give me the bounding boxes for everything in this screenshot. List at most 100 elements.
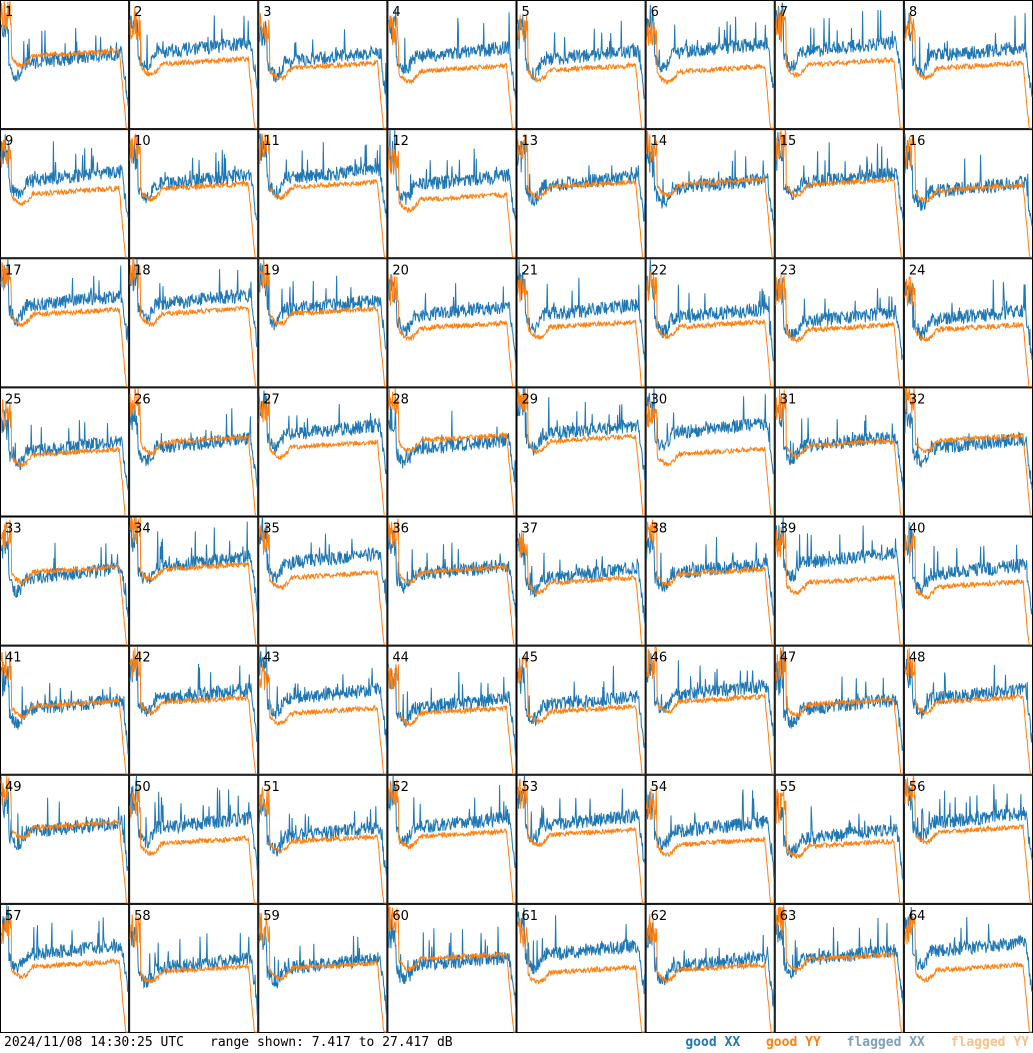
panel-label: 4: [392, 5, 400, 20]
yy-trace: [387, 904, 516, 1033]
yy-trace: [387, 779, 516, 904]
xx-trace: [904, 8, 1033, 97]
xx-trace: [258, 646, 387, 747]
panel-label: 19: [263, 263, 280, 278]
xx-trace: [388, 406, 516, 488]
panel-label: 20: [392, 263, 409, 278]
yy-trace: [775, 527, 903, 646]
panel-label: 18: [134, 263, 151, 278]
yy-trace: [775, 7, 903, 129]
panel-label: 25: [5, 392, 22, 407]
yy-trace: [0, 399, 129, 516]
panel-label: 3: [263, 5, 271, 20]
panel-label: 10: [134, 134, 151, 149]
yy-trace: [258, 912, 387, 1033]
xx-trace: [129, 775, 258, 872]
yy-trace: [775, 274, 903, 387]
panel-label: 52: [392, 780, 409, 795]
legend-flagged-xx: flagged XX: [846, 1035, 925, 1050]
panel-label: 31: [780, 392, 797, 407]
xx-trace: [517, 259, 646, 361]
panel-label: 30: [651, 392, 668, 407]
xx-trace: [387, 775, 516, 868]
yy-trace: [387, 274, 516, 387]
panel-label: 16: [909, 134, 926, 149]
xx-trace: [0, 666, 129, 755]
panel-frame: [387, 387, 517, 517]
xx-trace: [646, 533, 775, 616]
yy-trace: [258, 785, 387, 904]
xx-trace: [646, 789, 775, 878]
panel-label: 28: [392, 392, 409, 407]
yy-trace: [387, 664, 516, 775]
xx-trace: [517, 15, 646, 100]
yy-trace: [0, 138, 129, 258]
xx-trace: [646, 653, 775, 737]
yy-trace: [129, 388, 258, 516]
panel-label: 6: [651, 5, 659, 20]
yy-trace: [904, 13, 1032, 129]
yy-trace: [0, 260, 129, 387]
panel-label: 34: [134, 522, 151, 537]
xx-trace: [904, 906, 1033, 992]
xx-trace: [646, 923, 775, 1008]
yy-trace: [258, 524, 387, 646]
xx-trace: [387, 130, 516, 221]
panel-frame: [903, 258, 1033, 388]
yy-trace: [646, 914, 774, 1033]
xx-trace: [775, 517, 904, 610]
xx-trace: [775, 914, 904, 1004]
panel-frame: [0, 129, 130, 259]
panel-label: 32: [909, 392, 926, 407]
timestamp: 2024/11/08 14:30:25 UTC: [4, 1035, 185, 1050]
xx-trace: [129, 11, 258, 90]
panel-label: 63: [780, 909, 797, 924]
yy-trace: [904, 532, 1032, 646]
panel-label: 38: [651, 522, 668, 537]
panel-label: 39: [780, 522, 797, 537]
yy-trace: [517, 133, 645, 258]
panel-label: 23: [780, 263, 797, 278]
panel-frame: [645, 387, 775, 517]
panel-frame: [0, 903, 130, 1033]
xx-trace: [258, 390, 387, 474]
yy-trace: [775, 130, 903, 258]
panel-label: 24: [909, 263, 926, 278]
yy-trace: [517, 778, 645, 904]
panel-label: 55: [780, 780, 797, 795]
panel-label: 29: [522, 392, 539, 407]
yy-trace: [517, 275, 645, 387]
panel-label: 12: [392, 134, 409, 149]
panel-label: 43: [263, 651, 280, 666]
panel-frame: [645, 903, 775, 1033]
panel-frame: [516, 774, 646, 904]
yy-trace: [517, 655, 645, 775]
yy-trace: [0, 775, 129, 904]
xx-trace: [258, 926, 387, 1015]
xx-trace: [775, 278, 904, 360]
xx-trace: [129, 259, 258, 348]
xx-trace: [904, 521, 1033, 615]
xx-trace: [258, 517, 387, 605]
yy-trace: [517, 388, 645, 516]
panel-frame: [774, 903, 904, 1033]
yy-trace: [129, 6, 258, 129]
yy-trace: [904, 916, 1032, 1033]
panel-frame: [258, 387, 388, 517]
yy-trace: [775, 904, 903, 1033]
panel-frame: [645, 0, 775, 130]
xx-trace: [129, 143, 258, 221]
panel-label: 1: [5, 5, 13, 20]
xx-trace: [129, 404, 258, 489]
panel-label: 45: [522, 651, 539, 666]
panel-frame: [516, 129, 646, 259]
yy-trace: [387, 145, 516, 258]
panel-label: 49: [5, 780, 22, 795]
panel-label: 46: [651, 651, 668, 666]
legend-good-yy: good YY: [765, 1035, 821, 1050]
yy-trace: [258, 12, 387, 129]
panel-frame: [774, 387, 904, 517]
yy-trace: [387, 15, 516, 129]
panel-label: 22: [651, 263, 668, 278]
yy-trace: [129, 914, 258, 1033]
